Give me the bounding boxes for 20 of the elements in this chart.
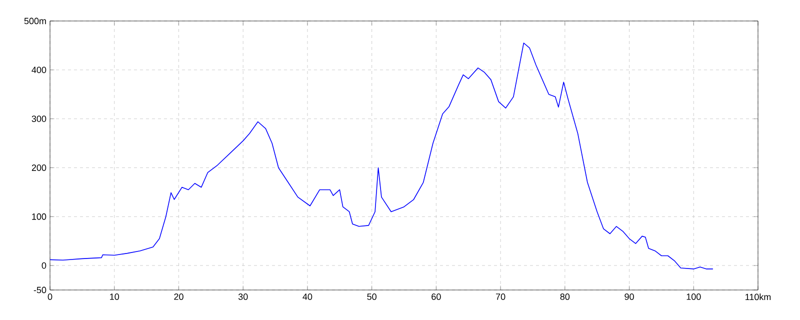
x-tick-label: 80 <box>560 294 570 300</box>
y-tick-label: 100 <box>32 213 46 220</box>
x-tick-label: 40 <box>302 294 312 300</box>
line-series <box>50 42 714 270</box>
x-tick-label: 10 <box>110 294 120 300</box>
x-tick-label: 110km <box>746 294 771 300</box>
y-tick-label: 500m <box>24 18 46 24</box>
x-tick-label: 20 <box>174 294 184 300</box>
x-tick-label: 70 <box>496 294 506 300</box>
y-tick-label: 0 <box>42 262 46 269</box>
y-tick-label: 400 <box>32 66 46 74</box>
y-tick-label: -50 <box>34 286 46 294</box>
y-tick-label: 200 <box>32 164 46 171</box>
x-tick-label: 100 <box>686 294 701 300</box>
x-tick-label: 30 <box>238 294 248 300</box>
x-tick-label: 90 <box>624 294 634 300</box>
x-tick-label: 0 <box>48 294 52 300</box>
y-tick-label: 300 <box>32 116 46 122</box>
x-tick-label: 60 <box>432 294 441 300</box>
x-tick-label: 50 <box>367 294 376 300</box>
